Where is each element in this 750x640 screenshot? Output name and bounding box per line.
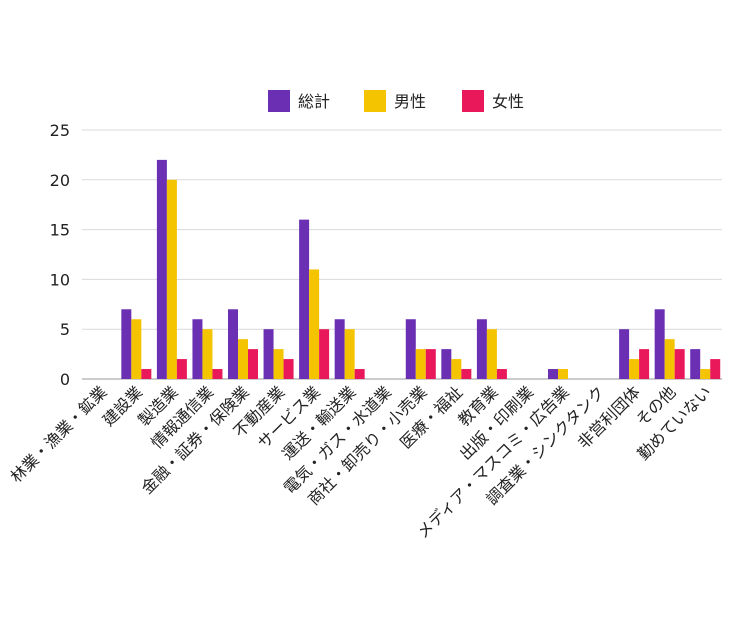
legend-swatch (364, 90, 386, 112)
bar-male (558, 369, 568, 379)
y-tick-label: 10 (50, 270, 70, 289)
x-category-label: 林業・漁業・鉱業 (7, 382, 111, 486)
bar-total (441, 349, 452, 379)
y-tick-label: 15 (50, 221, 70, 240)
bar-total (619, 329, 630, 379)
x-axis-labels: 林業・漁業・鉱業建設業製造業情報通信業金融・証券・保険業不動産業サービス業運送・… (7, 382, 715, 542)
bar-total (334, 319, 345, 379)
bar-male (166, 179, 177, 379)
y-tick-label: 20 (50, 171, 70, 190)
legend-swatch (268, 90, 290, 112)
bar-male (344, 329, 355, 379)
y-axis-ticks: 0 5 10 15 20 25 (50, 121, 70, 389)
bar-male (238, 339, 248, 379)
bar-female (354, 369, 365, 379)
bar-female (176, 359, 187, 379)
legend-label: 男性 (394, 92, 426, 111)
bar-total (156, 159, 167, 379)
bar-total (654, 309, 665, 379)
legend: 総計 男性 女性 (268, 90, 524, 112)
legend-label: 女性 (492, 92, 524, 111)
bar-total (476, 319, 487, 379)
y-tick-label: 25 (50, 121, 70, 140)
bar-female (710, 359, 721, 379)
bar-male (700, 369, 711, 379)
bar-female (496, 369, 507, 379)
bar-total (228, 309, 238, 379)
y-tick-label: 0 (60, 370, 70, 389)
bar-total (548, 369, 558, 379)
bar-female (674, 349, 685, 379)
bar-female (283, 359, 294, 379)
bar-female (639, 349, 650, 379)
bar-total (121, 309, 132, 379)
grid-lines (82, 129, 722, 380)
bar-male (415, 349, 426, 379)
x-category-label: 建設業 (99, 382, 146, 429)
bar-total (405, 319, 416, 379)
bars (121, 159, 721, 379)
legend-label: 総計 (298, 92, 330, 111)
bar-total (299, 219, 310, 379)
bar-female (212, 369, 223, 379)
bar-total (690, 349, 701, 379)
bar-male (309, 269, 320, 379)
bar-male (629, 359, 640, 379)
bar-female (248, 349, 258, 379)
bar-total (192, 319, 203, 379)
bar-male (664, 339, 675, 379)
bar-total (263, 329, 274, 379)
bar-male (131, 319, 142, 379)
bar-female (461, 369, 472, 379)
bar-male (273, 349, 284, 379)
bar-female (319, 329, 330, 379)
y-tick-label: 5 (60, 320, 70, 339)
bar-male (451, 359, 462, 379)
legend-swatch (462, 90, 484, 112)
bar-female (141, 369, 152, 379)
bar-male (202, 329, 213, 379)
bar-female (425, 349, 436, 379)
bar-male (486, 329, 497, 379)
